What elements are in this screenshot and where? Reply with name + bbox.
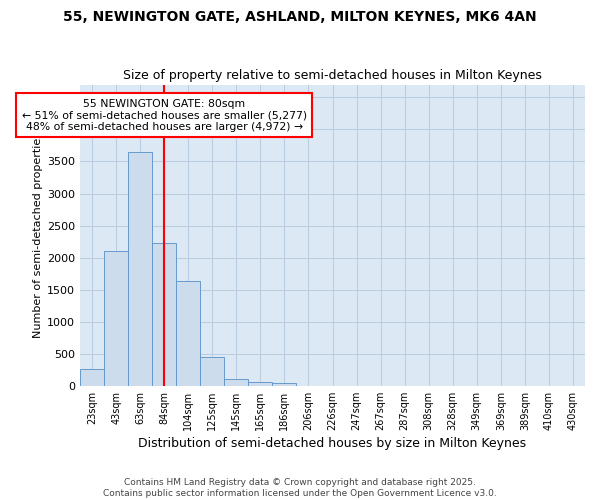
Text: Contains HM Land Registry data © Crown copyright and database right 2025.
Contai: Contains HM Land Registry data © Crown c… bbox=[103, 478, 497, 498]
X-axis label: Distribution of semi-detached houses by size in Milton Keynes: Distribution of semi-detached houses by … bbox=[139, 437, 527, 450]
Bar bbox=[80, 369, 104, 386]
Bar bbox=[272, 384, 296, 386]
Bar bbox=[152, 243, 176, 386]
Title: Size of property relative to semi-detached houses in Milton Keynes: Size of property relative to semi-detach… bbox=[123, 69, 542, 82]
Bar bbox=[104, 251, 128, 386]
Y-axis label: Number of semi-detached properties: Number of semi-detached properties bbox=[33, 132, 43, 338]
Bar bbox=[176, 282, 200, 386]
Text: 55, NEWINGTON GATE, ASHLAND, MILTON KEYNES, MK6 4AN: 55, NEWINGTON GATE, ASHLAND, MILTON KEYN… bbox=[63, 10, 537, 24]
Bar bbox=[224, 380, 248, 386]
Bar bbox=[200, 357, 224, 386]
Bar bbox=[128, 152, 152, 386]
Bar bbox=[248, 382, 272, 386]
Text: 55 NEWINGTON GATE: 80sqm
← 51% of semi-detached houses are smaller (5,277)
48% o: 55 NEWINGTON GATE: 80sqm ← 51% of semi-d… bbox=[22, 98, 307, 132]
